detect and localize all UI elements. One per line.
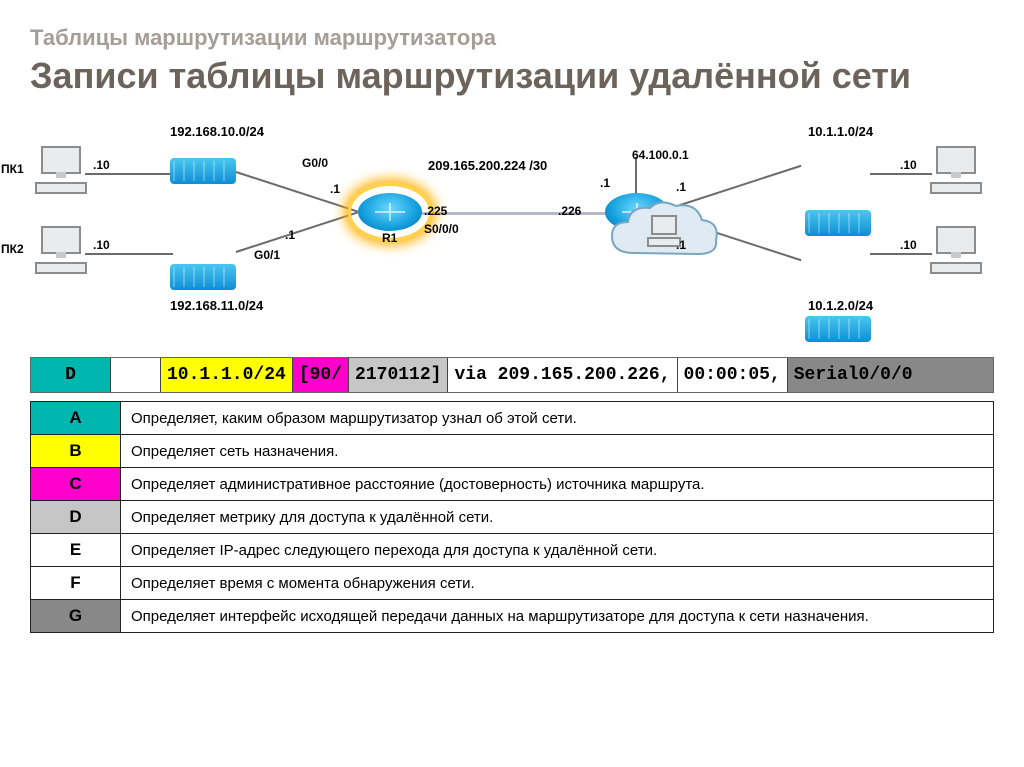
legend-key: A: [31, 402, 121, 435]
network-label: 209.165.200.224 /30: [428, 158, 547, 173]
legend-desc: Определяет метрику для доступа к удалённ…: [121, 501, 994, 534]
route-segment-B: 10.1.1.0/24: [161, 358, 293, 392]
route-segment-C: [90/: [293, 358, 349, 392]
route-segment-sp: [111, 358, 161, 392]
legend-row: BОпределяет сеть назначения.: [31, 435, 994, 468]
host-label: .10: [900, 238, 917, 252]
host-label: .10: [93, 158, 110, 172]
interface-label: .1: [676, 180, 686, 194]
network-label: 192.168.10.0/24: [170, 124, 264, 139]
interface-label: .1: [330, 182, 340, 196]
legend-key: C: [31, 468, 121, 501]
legend-table: AОпределяет, каким образом маршрутизатор…: [30, 401, 994, 633]
interface-label: .1: [600, 176, 610, 190]
interface-label: .225: [424, 204, 447, 218]
interface-label: S0/0/0: [424, 222, 459, 236]
legend-desc: Определяет время с момента обнаружения с…: [121, 567, 994, 600]
legend-row: CОпределяет административное расстояние …: [31, 468, 994, 501]
route-segment-E: via 209.165.200.226,: [448, 358, 677, 392]
network-label: 192.168.11.0/24: [170, 298, 263, 313]
cloud-host-label: 64.100.0.1: [632, 148, 689, 162]
interface-label: G0/1: [254, 248, 280, 262]
legend-row: DОпределяет метрику для доступа к удалён…: [31, 501, 994, 534]
network-diagram: ПК1.10ПК2.10.10.10R1R2 64.100.0.1192.168…: [30, 98, 990, 353]
slide-subtitle: Таблицы маршрутизации маршрутизатора: [30, 25, 994, 51]
legend-row: FОпределяет время с момента обнаружения …: [31, 567, 994, 600]
switch-icon: [170, 264, 236, 290]
legend-desc: Определяет интерфейс исходящей передачи …: [121, 600, 994, 633]
switch-icon: [805, 210, 871, 236]
legend-row: GОпределяет интерфейс исходящей передачи…: [31, 600, 994, 633]
cloud-icon: [604, 198, 724, 270]
pc-label: ПК2: [1, 242, 24, 256]
router-icon: [358, 193, 422, 231]
host-label: .10: [93, 238, 110, 252]
pc-icon: [35, 146, 87, 194]
pc-icon: [35, 226, 87, 274]
legend-desc: Определяет административное расстояние (…: [121, 468, 994, 501]
route-segment-D: 2170112]: [349, 358, 448, 392]
interface-label: .1: [676, 238, 686, 252]
switch-icon: [805, 316, 871, 342]
route-segment-F: 00:00:05,: [678, 358, 788, 392]
interface-label: .226: [558, 204, 581, 218]
route-segment-A: D: [31, 358, 111, 392]
pc-icon: [930, 146, 982, 194]
network-label: 10.1.2.0/24: [808, 298, 873, 313]
route-segment-G: Serial0/0/0: [788, 358, 993, 392]
slide-title: Записи таблицы маршрутизации удалённой с…: [30, 55, 994, 96]
legend-key: E: [31, 534, 121, 567]
host-label: .10: [900, 158, 917, 172]
legend-key: G: [31, 600, 121, 633]
interface-label: .1: [285, 228, 295, 242]
legend-desc: Определяет IP-адрес следующего перехода …: [121, 534, 994, 567]
legend-key: D: [31, 501, 121, 534]
pc-icon: [930, 226, 982, 274]
legend-desc: Определяет, каким образом маршрутизатор …: [121, 402, 994, 435]
route-entry-bar: D 10.1.1.0/24[90/2170112] via 209.165.20…: [30, 357, 994, 393]
network-label: 10.1.1.0/24: [808, 124, 873, 139]
legend-key: F: [31, 567, 121, 600]
interface-label: G0/0: [302, 156, 328, 170]
legend-row: EОпределяет IP-адрес следующего перехода…: [31, 534, 994, 567]
legend-row: AОпределяет, каким образом маршрутизатор…: [31, 402, 994, 435]
legend-key: B: [31, 435, 121, 468]
legend-desc: Определяет сеть назначения.: [121, 435, 994, 468]
router-label: R1: [382, 231, 397, 245]
switch-icon: [170, 158, 236, 184]
pc-label: ПК1: [1, 162, 24, 176]
